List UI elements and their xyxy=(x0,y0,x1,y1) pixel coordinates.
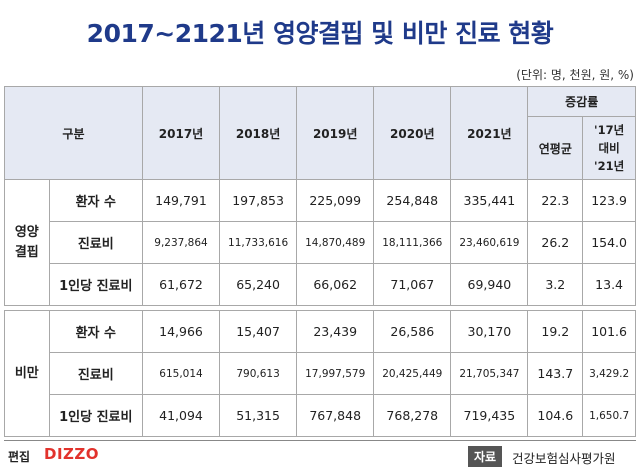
cell-value: 61,672 xyxy=(141,263,221,306)
cell-value: 335,441 xyxy=(450,179,529,222)
row-item: 1인당 진료비 xyxy=(48,263,143,306)
cell-value: 23,460,619 xyxy=(450,221,529,264)
cell-cagr: 3.2 xyxy=(527,263,584,306)
cell-value: 197,853 xyxy=(219,179,298,222)
footer: 편집 DIZZO 자료 건강보험심사평가원 xyxy=(0,444,640,470)
cell-change: 13.4 xyxy=(582,263,636,306)
page-title: 2017~2121년 영양결핍 및 비만 진료 현황 xyxy=(86,19,554,48)
cell-value: 65,240 xyxy=(219,263,298,306)
cell-value: 14,966 xyxy=(141,310,221,353)
source-label: 자료 xyxy=(468,446,503,467)
cell-value: 225,099 xyxy=(296,179,375,222)
cell-change: 1,650.7 xyxy=(582,394,636,437)
header-growth: 증감률 xyxy=(527,86,636,117)
row-item: 환자 수 xyxy=(48,310,143,353)
header-category: 구분 xyxy=(4,86,143,180)
brand-logo: DIZZO xyxy=(44,445,100,463)
footer-divider xyxy=(4,440,636,441)
cell-value: 71,067 xyxy=(373,263,452,306)
row-item: 진료비 xyxy=(48,352,143,395)
header-cagr: 연평균 xyxy=(527,116,584,180)
cell-value: 9,237,864 xyxy=(141,221,221,264)
cell-cagr: 19.2 xyxy=(527,310,584,353)
header-year: 2018년 xyxy=(219,86,298,180)
group-label-line: 영양 xyxy=(14,224,39,240)
table-row: 진료비 9,237,864 11,733,616 14,870,489 18,1… xyxy=(5,221,636,264)
cell-change: 101.6 xyxy=(582,310,636,353)
cell-value: 30,170 xyxy=(450,310,529,353)
cell-value: 768,278 xyxy=(373,394,452,437)
header-year: 2021년 xyxy=(450,86,529,180)
table-row: 영양 결핍 환자 수 149,791 197,853 225,099 254,8… xyxy=(4,179,636,306)
cell-value: 41,094 xyxy=(141,394,221,437)
cell-cagr: 26.2 xyxy=(527,221,584,264)
cell-change: 3,429.2 xyxy=(582,352,636,395)
cell-value: 51,315 xyxy=(219,394,298,437)
cell-value: 11,733,616 xyxy=(219,221,298,264)
cell-value: 23,439 xyxy=(296,310,375,353)
cell-change: 123.9 xyxy=(582,179,636,222)
cell-cagr: 22.3 xyxy=(527,179,584,222)
cell-value: 149,791 xyxy=(141,179,221,222)
cell-value: 790,613 xyxy=(219,352,298,395)
row-item: 진료비 xyxy=(48,221,143,264)
header-change: '17년 대비 '21년 xyxy=(582,116,636,180)
header-year: 2020년 xyxy=(373,86,452,180)
cell-cagr: 143.7 xyxy=(527,352,584,395)
unit-note: (단위: 명, 천원, 원, %) xyxy=(516,68,634,82)
cell-value: 254,848 xyxy=(373,179,452,222)
cell-value: 15,407 xyxy=(219,310,298,353)
cell-change: 154.0 xyxy=(582,221,636,264)
cell-value: 20,425,449 xyxy=(373,352,452,395)
cell-value: 66,062 xyxy=(296,263,375,306)
cell-value: 69,940 xyxy=(450,263,529,306)
group-label-line: 비만 xyxy=(14,365,39,381)
table-row: 1인당 진료비 61,672 65,240 66,062 71,067 69,9… xyxy=(5,263,636,306)
table-row: 비만 환자 수 14,966 15,407 23,439 26,586 30,1… xyxy=(4,310,636,437)
stats-table: 구분 2017년 2018년 2019년 2020년 2021년 증감률 연평균… xyxy=(4,86,636,437)
cell-value: 14,870,489 xyxy=(296,221,375,264)
cell-cagr: 104.6 xyxy=(527,394,584,437)
header-year: 2017년 xyxy=(141,86,221,180)
cell-value: 26,586 xyxy=(373,310,452,353)
cell-value: 767,848 xyxy=(296,394,375,437)
row-item: 환자 수 xyxy=(48,179,143,222)
cell-value: 21,705,347 xyxy=(450,352,529,395)
cell-value: 17,997,579 xyxy=(296,352,375,395)
header-year: 2019년 xyxy=(296,86,375,180)
row-item: 1인당 진료비 xyxy=(48,394,143,437)
header-change-bot: '21년 xyxy=(594,159,625,173)
group-label-obesity: 비만 xyxy=(4,310,50,437)
edit-label: 편집 xyxy=(8,450,31,464)
cell-value: 18,111,366 xyxy=(373,221,452,264)
table-row: 1인당 진료비 41,094 51,315 767,848 768,278 71… xyxy=(5,394,636,437)
cell-value: 719,435 xyxy=(450,394,529,437)
group-label-line: 결핍 xyxy=(14,244,39,260)
group-label-malnutrition: 영양 결핍 xyxy=(4,179,50,306)
table-row: 진료비 615,014 790,613 17,997,579 20,425,44… xyxy=(5,352,636,395)
header-change-top: '17년 xyxy=(594,123,625,137)
cell-value: 615,014 xyxy=(141,352,221,395)
source-name: 건강보험심사평가원 xyxy=(512,451,616,466)
header-change-mid: 대비 xyxy=(598,141,620,155)
